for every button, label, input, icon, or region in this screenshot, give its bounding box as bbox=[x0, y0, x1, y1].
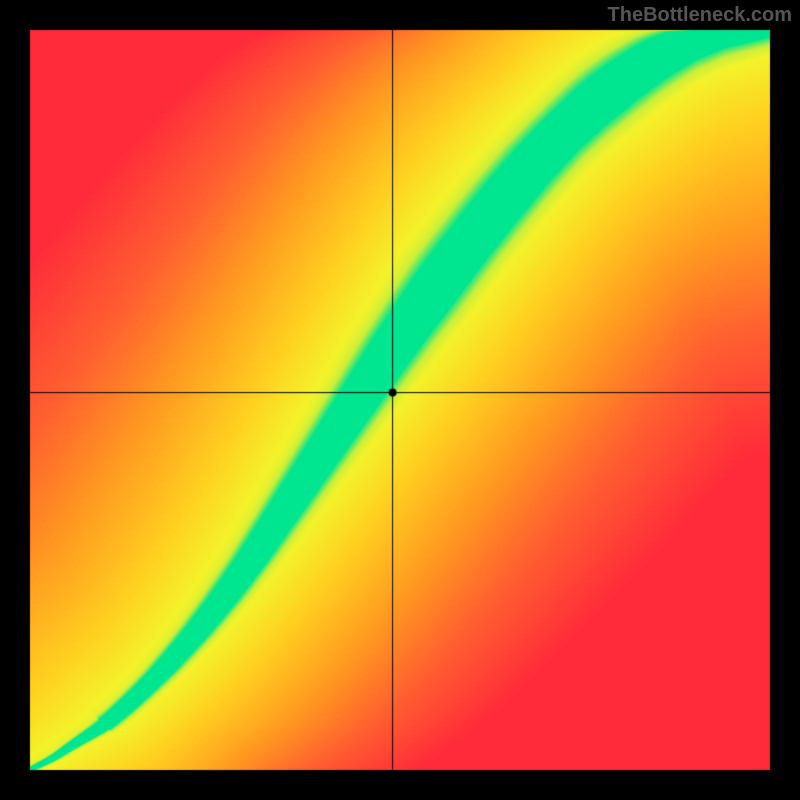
attribution-text: TheBottleneck.com bbox=[608, 4, 792, 27]
chart-container: TheBottleneck.com bbox=[0, 0, 800, 800]
heatmap-canvas bbox=[0, 0, 800, 800]
